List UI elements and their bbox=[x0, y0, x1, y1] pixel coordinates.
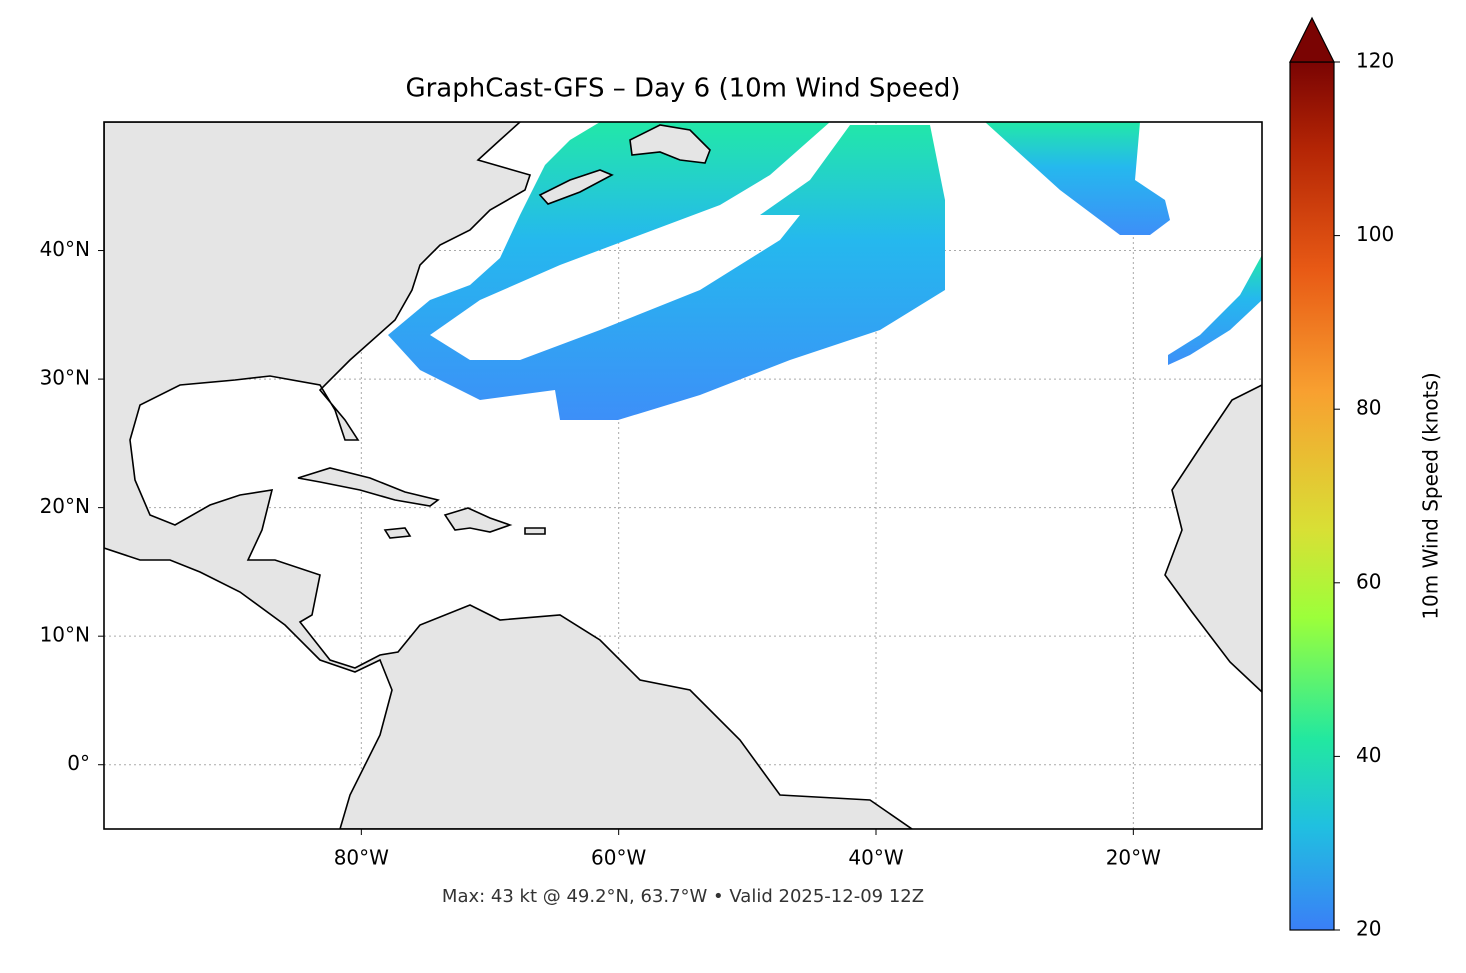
wind-field bbox=[388, 122, 945, 420]
land bbox=[1164, 384, 1262, 694]
x-tick-label: 40°W bbox=[848, 846, 903, 870]
colorbar-extend bbox=[1289, 16, 1335, 63]
wind-field bbox=[1168, 255, 1262, 365]
y-tick-label: 30°N bbox=[40, 366, 90, 390]
colorbar-tick-label: 100 bbox=[1356, 222, 1394, 246]
colorbar-tick-label: 60 bbox=[1356, 569, 1381, 593]
land bbox=[629, 124, 711, 164]
land bbox=[443, 507, 513, 533]
colorbar-tick-label: 20 bbox=[1356, 917, 1381, 941]
plot-frame bbox=[103, 121, 1263, 830]
x-tick-label: 80°W bbox=[334, 846, 389, 870]
colorbar bbox=[1289, 61, 1335, 931]
axes: 80°W 60°W 40°W 20°W 0° 10°N 20°N 30°N 40°N bbox=[40, 237, 1162, 869]
y-tick-label: 40°N bbox=[40, 237, 90, 261]
wind-field bbox=[985, 122, 1170, 235]
footnote: Max: 43 kt @ 49.2°N, 63.7°W • Valid 2025… bbox=[442, 886, 924, 907]
map bbox=[104, 122, 1262, 829]
grid bbox=[104, 122, 1262, 829]
colorbar-tick-label: 40 bbox=[1356, 743, 1381, 767]
land bbox=[383, 527, 412, 539]
colorbar-tick-label: 80 bbox=[1356, 396, 1381, 420]
land bbox=[538, 169, 614, 205]
land bbox=[104, 122, 914, 829]
colorbar-tick-label: 120 bbox=[1356, 49, 1394, 73]
y-tick-label: 0° bbox=[67, 751, 90, 775]
y-tick-label: 10°N bbox=[40, 623, 90, 647]
chart-title: GraphCast-GFS – Day 6 (10m Wind Speed) bbox=[405, 74, 960, 104]
land bbox=[297, 467, 440, 507]
x-tick-label: 20°W bbox=[1106, 846, 1161, 870]
colorbar-label: 10m Wind Speed (knots) bbox=[1419, 372, 1443, 619]
x-tick-label: 60°W bbox=[591, 846, 646, 870]
land bbox=[524, 527, 546, 535]
y-tick-label: 20°N bbox=[40, 494, 90, 518]
